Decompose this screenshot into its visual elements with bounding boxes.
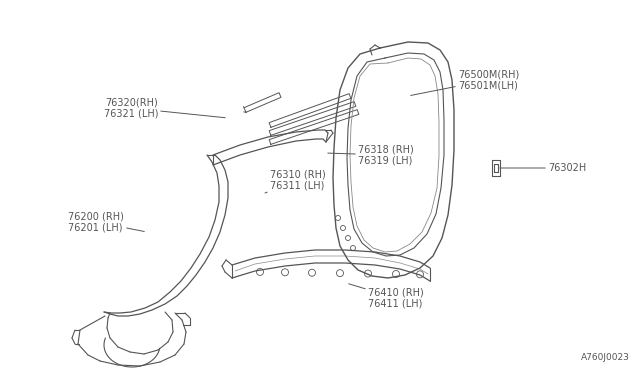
Text: 76410 (RH)
76411 (LH): 76410 (RH) 76411 (LH) — [349, 284, 424, 309]
Text: 76320(RH)
76321 (LH): 76320(RH) 76321 (LH) — [104, 97, 225, 119]
Text: A760J0023: A760J0023 — [581, 353, 630, 362]
Text: 76302H: 76302H — [500, 163, 586, 173]
Text: 76318 (RH)
76319 (LH): 76318 (RH) 76319 (LH) — [328, 144, 413, 166]
Text: 76500M(RH)
76501M(LH): 76500M(RH) 76501M(LH) — [411, 69, 519, 96]
Text: 76310 (RH)
76311 (LH): 76310 (RH) 76311 (LH) — [265, 169, 326, 193]
Text: 76200 (RH)
76201 (LH): 76200 (RH) 76201 (LH) — [68, 211, 144, 233]
